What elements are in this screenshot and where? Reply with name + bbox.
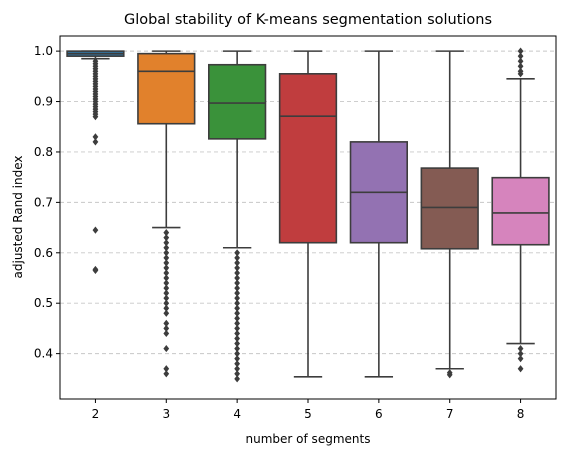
x-tick-label: 3 — [162, 407, 170, 421]
outlier-point — [163, 249, 170, 257]
outlier-point — [234, 344, 241, 353]
y-tick-label: 0.4 — [34, 347, 53, 361]
outlier-point — [163, 269, 170, 277]
outlier-point — [234, 365, 241, 373]
outlier-point — [234, 299, 241, 307]
outlier-point — [163, 239, 170, 247]
outlier-point — [234, 329, 241, 338]
outlier-point — [517, 70, 524, 78]
outlier-point — [163, 264, 170, 272]
outlier-point — [234, 264, 241, 272]
box-group-4 — [208, 50, 267, 383]
box-group-8 — [491, 47, 550, 373]
outlier-point — [163, 344, 170, 353]
outlier-point — [163, 294, 170, 302]
outlier-point — [234, 259, 241, 267]
outlier-point — [517, 365, 524, 373]
outlier-point — [92, 113, 99, 121]
outlier-point — [92, 133, 99, 141]
x-tick-label: 2 — [92, 407, 100, 421]
chart-title: Global stability of K-means segmentation… — [124, 12, 492, 28]
outlier-point — [234, 350, 241, 358]
outlier-point — [234, 370, 241, 378]
outlier-point — [163, 289, 170, 297]
x-tick-label: 6 — [375, 407, 383, 421]
outlier-point — [234, 274, 241, 282]
outlier-point — [234, 360, 241, 368]
outlier-point — [163, 299, 170, 307]
outlier-point — [517, 57, 524, 65]
outlier-point — [234, 249, 241, 257]
outlier-point — [92, 266, 99, 275]
outlier-point — [234, 269, 241, 277]
outlier-point — [163, 324, 170, 333]
outlier-point — [517, 350, 524, 358]
outlier-point — [234, 289, 241, 297]
outlier-point — [234, 324, 241, 333]
outlier-point — [517, 47, 524, 55]
x-tick-label: 7 — [446, 407, 454, 421]
x-tick-label: 4 — [233, 407, 241, 421]
outlier-point — [517, 52, 524, 60]
outlier-point — [234, 254, 241, 262]
outlier-point — [517, 62, 524, 70]
box-body — [137, 52, 196, 125]
y-axis: 0.4 0.5 0.6 0.7 0.8 0.9 1.0 — [34, 44, 60, 361]
y-tick-label: 0.7 — [34, 195, 53, 209]
box-group-6 — [349, 50, 408, 378]
outlier-point — [92, 138, 99, 146]
box-body — [420, 167, 479, 250]
box-group-5 — [278, 50, 338, 378]
outlier-point — [163, 319, 170, 327]
box-body — [491, 176, 550, 246]
outlier-point — [163, 329, 170, 338]
y-tick-label: 0.5 — [34, 296, 53, 310]
outlier-point — [234, 355, 241, 363]
box-group-3 — [137, 50, 196, 378]
y-tick-label: 0.9 — [34, 95, 53, 109]
outlier-point — [163, 309, 170, 317]
outlier-point — [163, 274, 170, 282]
box-group-7 — [420, 50, 479, 379]
x-axis-label: number of segments — [246, 432, 371, 446]
y-tick-label: 0.6 — [34, 246, 53, 260]
outlier-point — [163, 234, 170, 242]
outlier-point — [517, 355, 524, 363]
outlier-point — [163, 229, 170, 237]
x-tick-label: 5 — [304, 407, 312, 421]
outlier-point — [234, 375, 241, 383]
outlier-point — [234, 284, 241, 292]
outlier-point — [234, 309, 241, 317]
outlier-point — [163, 304, 170, 312]
outlier-point — [163, 365, 170, 373]
outlier-point — [234, 304, 241, 312]
outlier-point — [163, 244, 170, 252]
outlier-point — [163, 370, 170, 378]
box-body — [208, 63, 267, 140]
box-body — [278, 73, 338, 244]
box-group-2 — [66, 50, 125, 275]
outlier-point — [446, 371, 453, 379]
outlier-point — [234, 279, 241, 287]
x-tick-label: 8 — [517, 407, 525, 421]
outlier-point — [234, 314, 241, 322]
y-tick-label: 0.8 — [34, 145, 53, 159]
boxes — [66, 47, 550, 383]
y-axis-label: adjusted Rand index — [11, 156, 25, 279]
outlier-point — [234, 339, 241, 348]
outlier-point — [234, 334, 241, 343]
outlier-point — [234, 294, 241, 302]
y-tick-label: 1.0 — [34, 44, 53, 58]
outlier-point — [517, 344, 524, 353]
outlier-point — [92, 226, 99, 234]
outlier-point — [163, 284, 170, 292]
outlier-point — [234, 319, 241, 327]
x-axis: 2 3 4 5 6 7 8 — [92, 399, 525, 421]
outlier-point — [163, 254, 170, 262]
outlier-point — [163, 259, 170, 267]
outlier-point — [163, 279, 170, 287]
